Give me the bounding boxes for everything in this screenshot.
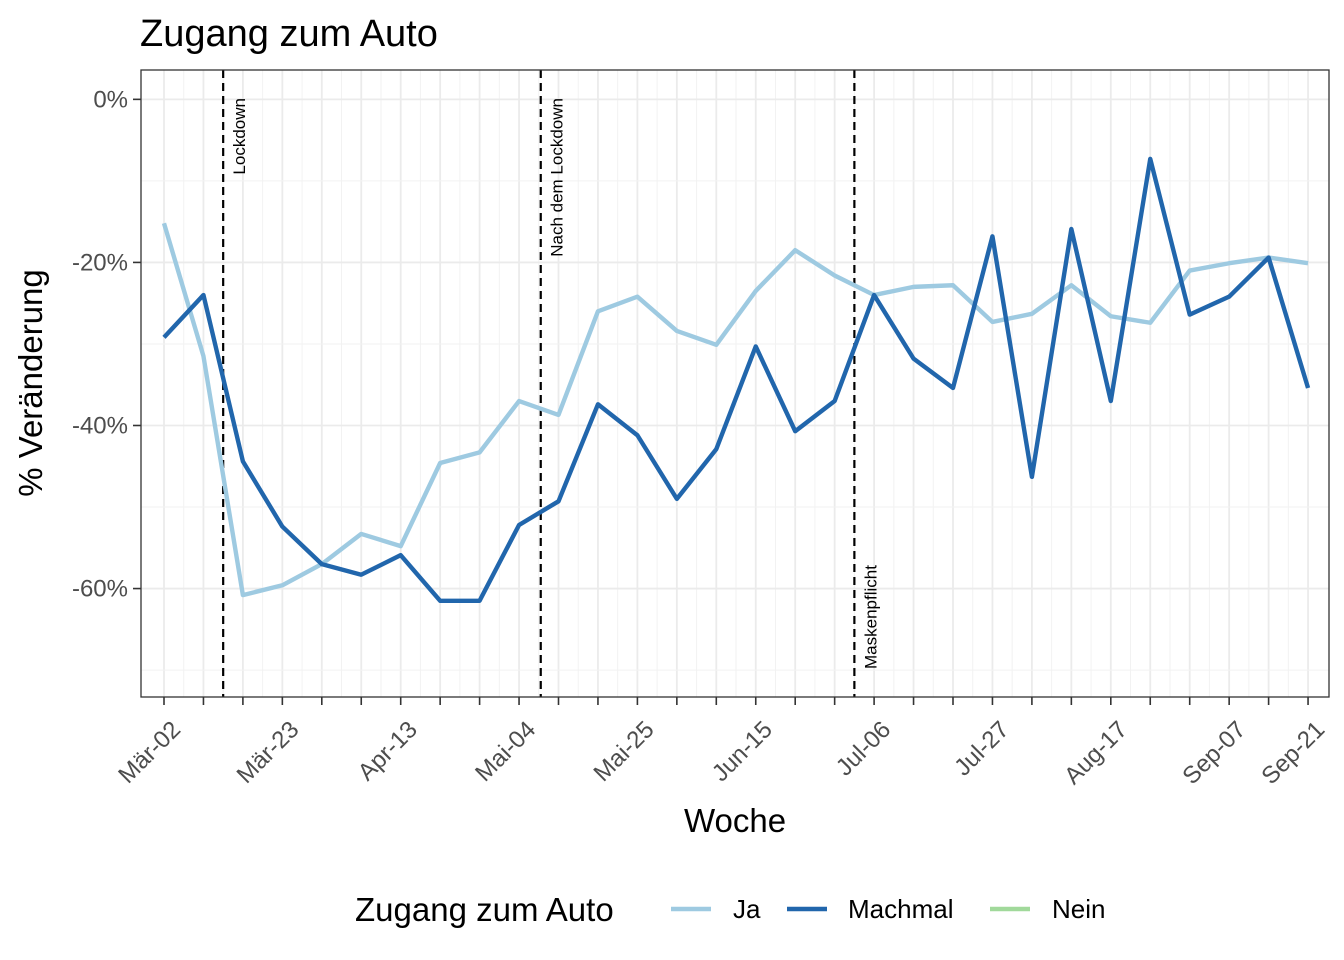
grid-lines: [141, 70, 1329, 697]
plot-panel-border: [140, 69, 1330, 698]
x-tick-label: Apr-13: [353, 716, 423, 786]
series-line-machmal: [162, 156, 1311, 603]
x-tick-label: Jul-27: [949, 716, 1014, 781]
x-tick-label: Mai-04: [470, 716, 541, 787]
event-line-label: Nach dem Lockdown: [548, 98, 567, 257]
series-lines: [161, 156, 1311, 603]
y-axis-title: % Veränderung: [12, 269, 49, 497]
y-tick-label: 0%: [93, 86, 128, 113]
x-tick-label: Jul-06: [831, 716, 896, 781]
x-tick-label: Sep-21: [1256, 716, 1330, 790]
legend-items: Ja Machmal Nein: [671, 894, 1105, 924]
event-line-label: Lockdown: [230, 98, 249, 175]
y-tick-label: -20%: [72, 249, 128, 276]
legend-label-ja: Ja: [733, 894, 761, 924]
y-tick-label: -40%: [72, 412, 128, 439]
y-tick-label: -60%: [72, 576, 128, 603]
legend-label-machmal: Machmal: [848, 894, 953, 924]
series-line-ja: [161, 222, 1309, 598]
x-tick-label: Mai-25: [589, 716, 660, 787]
x-tick-label: Mär-23: [232, 716, 305, 789]
event-line-label: Maskenpflicht: [861, 565, 880, 669]
x-tick-label: Sep-07: [1177, 716, 1251, 790]
y-axis-ticks: 0% -20% -40% -60%: [72, 86, 141, 603]
legend-title: Zugang zum Auto: [355, 891, 614, 928]
x-tick-label: Jun-15: [707, 716, 778, 787]
x-axis-title: Woche: [684, 802, 786, 839]
x-tick-label: Mär-02: [113, 716, 186, 789]
event-lines: Lockdown Nach dem Lockdown Maskenpflicht: [222, 70, 880, 697]
legend-label-nein: Nein: [1052, 894, 1105, 924]
chart-title: Zugang zum Auto: [140, 13, 438, 55]
x-axis-ticks: Mär-02 Mär-23 Apr-13 Mai-04 Mai-25 Jun-15 Jul-…: [113, 697, 1330, 790]
legend: Zugang zum Auto Ja Machmal Nein: [355, 891, 1105, 928]
x-tick-label: Aug-17: [1059, 716, 1133, 790]
